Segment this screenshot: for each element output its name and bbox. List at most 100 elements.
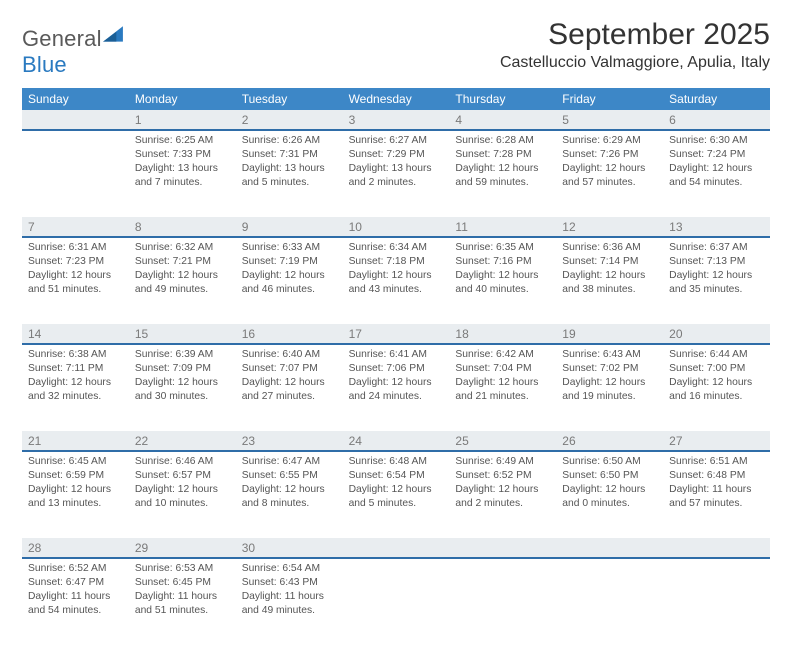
day-number: 23: [236, 431, 343, 450]
day-number: 6: [663, 110, 770, 129]
brand-logo: GeneralBlue: [22, 18, 124, 78]
day-cell: Sunrise: 6:33 AMSunset: 7:19 PMDaylight:…: [236, 238, 343, 324]
week-daynum-row: 282930: [22, 538, 770, 559]
sunset-text: Sunset: 7:13 PM: [669, 255, 764, 269]
sunrise-text: Sunrise: 6:46 AM: [135, 455, 230, 469]
day-cell: Sunrise: 6:44 AMSunset: 7:00 PMDaylight:…: [663, 345, 770, 431]
sunrise-text: Sunrise: 6:48 AM: [349, 455, 444, 469]
day-details: Sunrise: 6:46 AMSunset: 6:57 PMDaylight:…: [129, 452, 236, 517]
day-cell: Sunrise: 6:50 AMSunset: 6:50 PMDaylight:…: [556, 452, 663, 538]
daylight-text: Daylight: 12 hours and 40 minutes.: [455, 269, 550, 297]
day-number: [343, 538, 450, 557]
day-details: Sunrise: 6:48 AMSunset: 6:54 PMDaylight:…: [343, 452, 450, 517]
dow-thursday: Thursday: [449, 88, 556, 110]
day-number: 5: [556, 110, 663, 129]
week-daynum-row: 78910111213: [22, 217, 770, 238]
day-cell: Sunrise: 6:32 AMSunset: 7:21 PMDaylight:…: [129, 238, 236, 324]
dow-friday: Friday: [556, 88, 663, 110]
calendar-grid: Sunday Monday Tuesday Wednesday Thursday…: [22, 88, 770, 645]
day-cell: [22, 131, 129, 217]
sunrise-text: Sunrise: 6:49 AM: [455, 455, 550, 469]
sunrise-text: Sunrise: 6:47 AM: [242, 455, 337, 469]
day-details: [663, 559, 770, 568]
topbar: GeneralBlue September 2025 Castelluccio …: [22, 18, 770, 78]
day-cell: Sunrise: 6:52 AMSunset: 6:47 PMDaylight:…: [22, 559, 129, 645]
daylight-text: Daylight: 13 hours and 2 minutes.: [349, 162, 444, 190]
daylight-text: Daylight: 12 hours and 8 minutes.: [242, 483, 337, 511]
week-details-row: Sunrise: 6:52 AMSunset: 6:47 PMDaylight:…: [22, 559, 770, 645]
sunset-text: Sunset: 6:54 PM: [349, 469, 444, 483]
sunrise-text: Sunrise: 6:44 AM: [669, 348, 764, 362]
day-number: 17: [343, 324, 450, 343]
sunrise-text: Sunrise: 6:43 AM: [562, 348, 657, 362]
daylight-text: Daylight: 12 hours and 51 minutes.: [28, 269, 123, 297]
sunset-text: Sunset: 6:43 PM: [242, 576, 337, 590]
sunset-text: Sunset: 7:19 PM: [242, 255, 337, 269]
day-details: Sunrise: 6:54 AMSunset: 6:43 PMDaylight:…: [236, 559, 343, 624]
daylight-text: Daylight: 12 hours and 32 minutes.: [28, 376, 123, 404]
day-cell: Sunrise: 6:36 AMSunset: 7:14 PMDaylight:…: [556, 238, 663, 324]
sunset-text: Sunset: 7:09 PM: [135, 362, 230, 376]
day-cell: Sunrise: 6:26 AMSunset: 7:31 PMDaylight:…: [236, 131, 343, 217]
day-number: 20: [663, 324, 770, 343]
day-number: 8: [129, 217, 236, 236]
day-details: [556, 559, 663, 568]
day-cell: [449, 559, 556, 645]
day-cell: Sunrise: 6:27 AMSunset: 7:29 PMDaylight:…: [343, 131, 450, 217]
day-number: 30: [236, 538, 343, 557]
day-details: Sunrise: 6:52 AMSunset: 6:47 PMDaylight:…: [22, 559, 129, 624]
sunrise-text: Sunrise: 6:42 AM: [455, 348, 550, 362]
day-cell: Sunrise: 6:49 AMSunset: 6:52 PMDaylight:…: [449, 452, 556, 538]
daylight-text: Daylight: 13 hours and 7 minutes.: [135, 162, 230, 190]
day-number: 19: [556, 324, 663, 343]
sunset-text: Sunset: 7:29 PM: [349, 148, 444, 162]
sunrise-text: Sunrise: 6:41 AM: [349, 348, 444, 362]
day-number: 11: [449, 217, 556, 236]
day-cell: Sunrise: 6:46 AMSunset: 6:57 PMDaylight:…: [129, 452, 236, 538]
sunrise-text: Sunrise: 6:31 AM: [28, 241, 123, 255]
sunrise-text: Sunrise: 6:52 AM: [28, 562, 123, 576]
day-number: 15: [129, 324, 236, 343]
day-cell: Sunrise: 6:47 AMSunset: 6:55 PMDaylight:…: [236, 452, 343, 538]
sunset-text: Sunset: 6:59 PM: [28, 469, 123, 483]
sunrise-text: Sunrise: 6:28 AM: [455, 134, 550, 148]
sunrise-text: Sunrise: 6:30 AM: [669, 134, 764, 148]
sunrise-text: Sunrise: 6:37 AM: [669, 241, 764, 255]
sunset-text: Sunset: 6:52 PM: [455, 469, 550, 483]
daylight-text: Daylight: 12 hours and 0 minutes.: [562, 483, 657, 511]
day-cell: Sunrise: 6:48 AMSunset: 6:54 PMDaylight:…: [343, 452, 450, 538]
dow-wednesday: Wednesday: [343, 88, 450, 110]
daylight-text: Daylight: 12 hours and 19 minutes.: [562, 376, 657, 404]
sunset-text: Sunset: 7:21 PM: [135, 255, 230, 269]
daylight-text: Daylight: 12 hours and 35 minutes.: [669, 269, 764, 297]
day-cell: [663, 559, 770, 645]
day-details: [22, 131, 129, 140]
week-daynum-row: 21222324252627: [22, 431, 770, 452]
sunset-text: Sunset: 7:18 PM: [349, 255, 444, 269]
brand-name-part2: Blue: [22, 52, 67, 77]
dow-sunday: Sunday: [22, 88, 129, 110]
day-details: Sunrise: 6:43 AMSunset: 7:02 PMDaylight:…: [556, 345, 663, 410]
sunrise-text: Sunrise: 6:54 AM: [242, 562, 337, 576]
day-details: Sunrise: 6:32 AMSunset: 7:21 PMDaylight:…: [129, 238, 236, 303]
day-cell: [556, 559, 663, 645]
day-number: 29: [129, 538, 236, 557]
day-number: 14: [22, 324, 129, 343]
daylight-text: Daylight: 11 hours and 51 minutes.: [135, 590, 230, 618]
sunset-text: Sunset: 6:55 PM: [242, 469, 337, 483]
sunset-text: Sunset: 7:28 PM: [455, 148, 550, 162]
sunset-text: Sunset: 7:06 PM: [349, 362, 444, 376]
daylight-text: Daylight: 11 hours and 54 minutes.: [28, 590, 123, 618]
daylight-text: Daylight: 11 hours and 57 minutes.: [669, 483, 764, 511]
sunset-text: Sunset: 6:57 PM: [135, 469, 230, 483]
day-number: 27: [663, 431, 770, 450]
sunrise-text: Sunrise: 6:27 AM: [349, 134, 444, 148]
day-details: Sunrise: 6:49 AMSunset: 6:52 PMDaylight:…: [449, 452, 556, 517]
day-details: Sunrise: 6:31 AMSunset: 7:23 PMDaylight:…: [22, 238, 129, 303]
sunrise-text: Sunrise: 6:39 AM: [135, 348, 230, 362]
week-details-row: Sunrise: 6:31 AMSunset: 7:23 PMDaylight:…: [22, 238, 770, 324]
day-number: 2: [236, 110, 343, 129]
daylight-text: Daylight: 12 hours and 38 minutes.: [562, 269, 657, 297]
daylight-text: Daylight: 12 hours and 21 minutes.: [455, 376, 550, 404]
sunrise-text: Sunrise: 6:51 AM: [669, 455, 764, 469]
